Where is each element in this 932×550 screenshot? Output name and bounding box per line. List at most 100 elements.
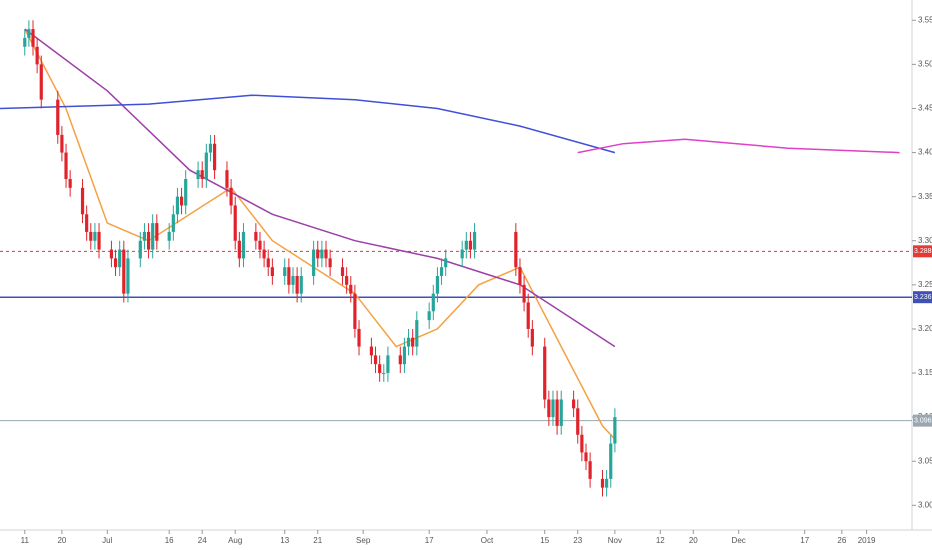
y-tick-label: 3.300 — [918, 236, 932, 245]
candle-body — [472, 231, 477, 250]
candle-body — [576, 408, 580, 435]
candle-body — [237, 240, 241, 259]
x-tick-label: 13 — [280, 536, 289, 545]
candle-body — [514, 231, 518, 268]
price-level-label: 3.236 — [914, 294, 932, 301]
candle-body — [357, 328, 361, 347]
candle-body — [167, 231, 171, 241]
x-tick-label: 26 — [837, 536, 846, 545]
candle-body — [324, 249, 328, 259]
y-tick-label: 3.000 — [918, 500, 932, 509]
candle-body — [600, 478, 605, 488]
candle-body — [588, 461, 592, 479]
candle-body — [427, 311, 431, 321]
candle-body — [431, 293, 435, 312]
x-tick-label: 12 — [656, 536, 665, 545]
candle-body — [184, 179, 188, 206]
candle-body — [605, 478, 609, 488]
candle-body — [316, 249, 320, 259]
candle-body — [312, 249, 316, 277]
candle-body — [196, 170, 200, 180]
x-tick-label: Jul — [102, 536, 112, 545]
moving-average-line — [24, 28, 616, 440]
candle-body — [468, 240, 473, 250]
y-tick-label: 3.050 — [918, 456, 932, 465]
x-tick-label: 20 — [57, 536, 66, 545]
candle-body — [64, 152, 68, 180]
candle-body — [138, 240, 142, 259]
moving-average-line — [0, 94, 616, 154]
price-level-tag — [913, 245, 932, 258]
candle-body — [56, 99, 60, 135]
candle-body — [406, 337, 411, 347]
candle-body — [386, 355, 390, 374]
candle-body — [118, 249, 122, 268]
candle-body — [345, 276, 349, 285]
candle-body — [353, 293, 357, 329]
candle-body — [262, 249, 266, 259]
moving-average-line — [577, 138, 900, 154]
candle-body — [328, 258, 332, 268]
candle-body — [31, 29, 35, 47]
candle-body — [171, 214, 175, 232]
candle-body — [229, 187, 233, 206]
x-tick-label: 23 — [573, 536, 582, 545]
candle-body — [254, 231, 258, 241]
candle-body — [526, 302, 530, 329]
candle-body — [39, 64, 43, 100]
candle-body — [373, 355, 378, 365]
candle-body — [530, 328, 534, 347]
candle-body — [241, 231, 246, 259]
candle-body — [572, 399, 576, 409]
y-tick-label: 3.500 — [918, 59, 932, 68]
y-tick-label: 3.400 — [918, 148, 932, 157]
candle-body — [340, 267, 345, 277]
price-level-tag — [913, 291, 932, 304]
candle-body — [85, 214, 89, 232]
x-tick-label: 15 — [540, 536, 549, 545]
candle-body — [320, 249, 324, 259]
x-tick-label: Dec — [732, 536, 746, 545]
x-tick-label: 21 — [313, 536, 322, 545]
candle-body — [283, 267, 287, 277]
candle-body — [208, 143, 213, 153]
x-tick-label: Sep — [356, 536, 371, 545]
y-tick-label: 3.450 — [918, 104, 932, 113]
candle-body — [609, 443, 613, 479]
y-tick-label: 3.550 — [918, 15, 932, 24]
candle-body — [411, 337, 415, 347]
candle-body — [109, 249, 114, 259]
candle-body — [299, 276, 303, 294]
candle-body — [398, 355, 402, 365]
candle-body — [212, 143, 217, 171]
candle-body — [204, 152, 208, 180]
candle-body — [415, 320, 419, 347]
candle-body — [518, 267, 522, 285]
candle-body — [580, 434, 584, 453]
price-level-tag — [913, 414, 932, 427]
candle-body — [295, 276, 299, 294]
price-level-label: 3.096 — [914, 417, 932, 424]
candle-body — [113, 258, 118, 268]
candle-body — [175, 196, 180, 215]
x-tick-label: 16 — [165, 536, 174, 545]
x-tick-label: 2019 — [858, 536, 876, 545]
x-tick-label: Oct — [481, 536, 494, 545]
price-level-label: 3.288 — [914, 248, 932, 255]
x-tick-label: Aug — [228, 536, 242, 545]
candle-body — [155, 223, 159, 241]
candle-body — [270, 267, 274, 277]
candle-body — [613, 417, 617, 444]
x-tick-label: Nov — [608, 536, 622, 545]
y-tick-label: 3.200 — [918, 324, 932, 333]
candle-body — [68, 179, 72, 188]
candle-body — [233, 205, 237, 241]
candle-body — [97, 231, 101, 250]
candle-body — [460, 249, 464, 259]
candle-body — [60, 134, 64, 153]
candle-body — [93, 231, 97, 241]
candle-body — [23, 37, 27, 47]
candle-body — [266, 258, 270, 268]
candle-body — [543, 346, 547, 400]
